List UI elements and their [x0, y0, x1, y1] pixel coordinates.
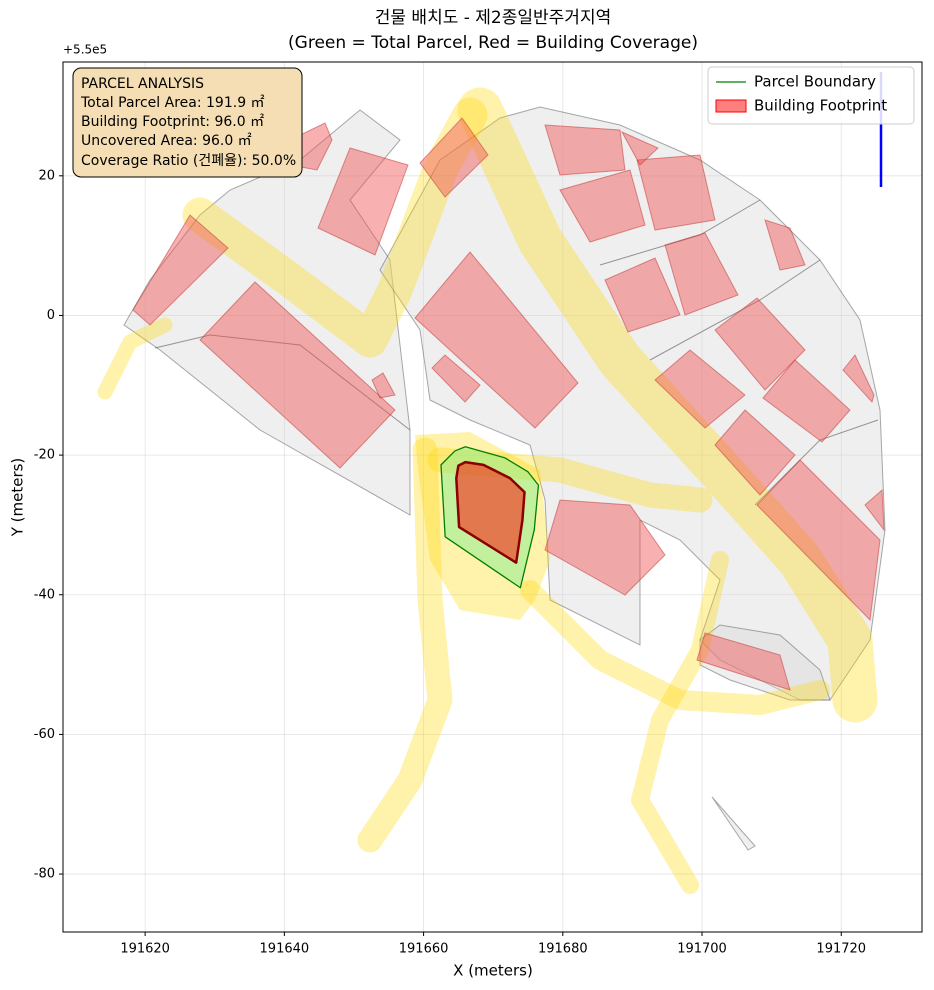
building: [636, 154, 716, 231]
building: [714, 409, 796, 496]
data-layer: [440, 446, 540, 589]
annotation: Building Footprint: 96.0 ㎡: [81, 114, 264, 130]
y-tick-label: -20: [34, 448, 55, 463]
building: [414, 251, 579, 429]
x-tick-label: 191680: [538, 942, 588, 957]
building: [756, 459, 881, 622]
parcel-line: [649, 259, 821, 361]
building: [764, 219, 806, 271]
y-tick-label: -40: [34, 587, 55, 602]
chart-subtitle: (Green = Total Parcel, Red = Building Co…: [288, 33, 698, 53]
building: [559, 169, 646, 243]
x-axis-label: X (meters): [453, 962, 533, 980]
plot-frame: [62, 61, 923, 933]
y-tick-label: -80: [34, 867, 55, 882]
building: [317, 147, 409, 256]
building: [371, 372, 396, 399]
road: [457, 87, 878, 723]
x-tick-label: 191640: [260, 942, 310, 957]
building: [544, 499, 666, 596]
building: [604, 257, 681, 333]
annotation: Total Parcel Area: 191.9 ㎡: [80, 95, 265, 111]
building: [864, 488, 885, 532]
legend-frame: [707, 66, 915, 125]
x-tick-label: 191620: [120, 942, 170, 957]
chart-title: 건물 배치도 - 제2종일반주거지역: [375, 8, 611, 28]
y-tick-label: 0: [47, 308, 55, 323]
parcel: [123, 109, 411, 516]
annotation-bg: [72, 67, 303, 178]
parcel: [699, 624, 831, 701]
y-offset-text: +5.5e5: [63, 43, 107, 57]
legend-label: Building Footprint: [754, 97, 887, 115]
building: [842, 354, 875, 404]
building: [664, 232, 739, 316]
building: [654, 349, 746, 429]
road: [520, 580, 830, 715]
road: [357, 437, 453, 853]
annotation: Uncovered Area: 96.0 ㎡: [81, 133, 252, 149]
building: [199, 281, 396, 469]
road: [97, 317, 173, 400]
annotation-box: PARCEL ANALYSIS Total Parcel Area: 191.9…: [72, 67, 303, 178]
y-tick-label: 20: [38, 168, 55, 183]
building: [419, 117, 489, 198]
y-axis-label: Y (meters): [9, 458, 27, 538]
building: [620, 130, 659, 166]
x-tick-label: 191720: [816, 942, 866, 957]
building: [714, 297, 806, 391]
parcel-line: [154, 334, 411, 431]
x-tick-label: 191660: [399, 942, 449, 957]
y-tick-label: -60: [34, 727, 55, 742]
parcel: [711, 796, 756, 851]
legend-label: Parcel Boundary: [754, 73, 876, 91]
building: [762, 359, 851, 443]
legend-swatch: [715, 99, 747, 113]
building-footprint: [455, 460, 526, 564]
building: [431, 354, 481, 403]
x-tick-label: 191700: [677, 942, 727, 957]
road: [631, 551, 729, 894]
building: [132, 214, 229, 326]
annotation: PARCEL ANALYSIS: [81, 76, 204, 92]
building: [544, 124, 626, 176]
annotation: Coverage Ratio (건폐율): 50.0%: [81, 153, 296, 169]
road: [182, 97, 488, 358]
background-map: [97, 72, 886, 894]
building: [696, 632, 791, 691]
legend: Parcel Boundary Building Footprint: [707, 66, 915, 125]
